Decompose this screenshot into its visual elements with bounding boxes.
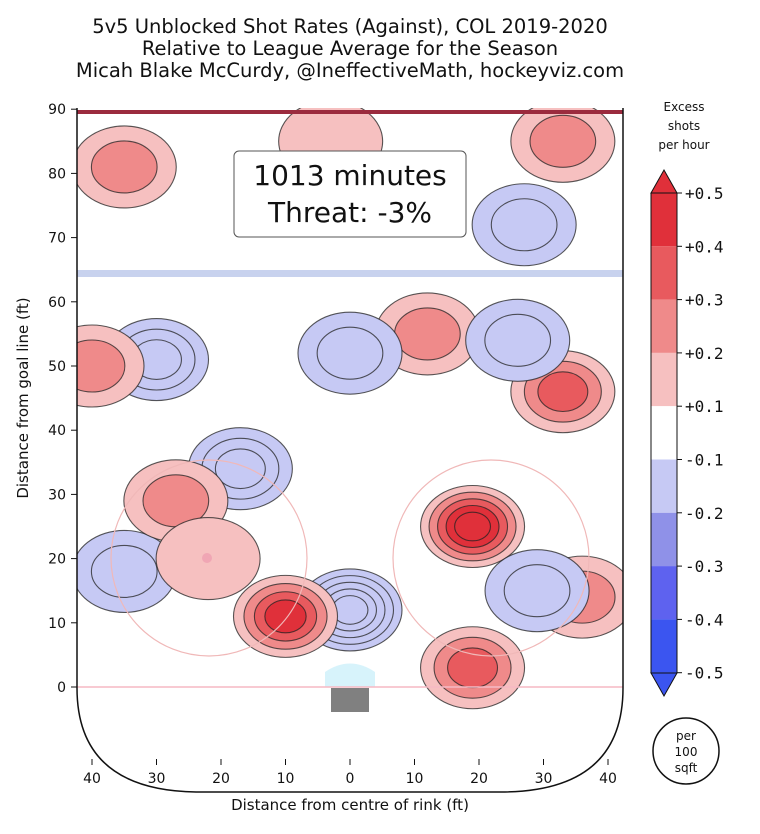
hotspot-positive-12 [510, 108, 616, 183]
x-tick-label: 40 [83, 771, 101, 787]
colorbar-tick-label: +0.2 [685, 344, 724, 363]
colorbar-band [651, 352, 677, 407]
faceoff-dot-left [202, 553, 212, 563]
colorbar-title-line-2: shots [668, 119, 700, 133]
hotspot-negative-17 [484, 549, 590, 633]
y-tick-label: 80 [48, 166, 66, 182]
x-tick-label: 20 [470, 771, 488, 787]
contour-level [537, 371, 589, 413]
hotspot-negative-6 [77, 529, 177, 613]
colorbar-tick-label: +0.1 [685, 397, 724, 416]
unit-badge [652, 717, 720, 785]
heatmap-layer [77, 108, 623, 712]
x-tick-label: 0 [346, 771, 355, 787]
blue-line [77, 270, 623, 277]
contour-level [90, 544, 158, 598]
contour-level [77, 339, 126, 393]
colorbar-tick-label: +0.3 [685, 291, 724, 310]
x-tick-label: 20 [212, 771, 230, 787]
threat-label: Threat: -3% [267, 196, 432, 229]
contour-level [214, 448, 266, 490]
chart-title-block: 5v5 Unblocked Shot Rates (Against), COL … [0, 16, 700, 82]
contour-level [394, 307, 461, 361]
centre-red-line [77, 110, 623, 114]
x-axis-label: Distance from centre of rink (ft) [231, 796, 469, 814]
colorbar-title-line-1: Excess [664, 100, 705, 114]
hotspot-positive-15 [77, 324, 145, 408]
contour-level [316, 326, 384, 380]
contour-level [484, 313, 552, 367]
y-tick-label: 30 [48, 487, 66, 503]
colorbar-tick-label: +0.4 [685, 237, 724, 256]
colorbar-tick-label: -0.5 [685, 664, 724, 683]
contour-level [264, 599, 307, 634]
colorbar-band [651, 406, 677, 460]
faceoff-circle-right [392, 459, 590, 657]
contour-level [503, 564, 571, 618]
unit-badge-line-1: per [676, 729, 696, 743]
contour-level [529, 114, 597, 168]
rink-boards [76, 108, 624, 793]
colorbar-title-line-3: per hour [658, 138, 709, 152]
y-tick-label: 40 [48, 423, 66, 439]
colorbar-tick-label: +0.5 [685, 184, 724, 203]
hotspot-positive-2 [232, 574, 339, 658]
contour-level [454, 511, 492, 542]
hotspot-negative-14 [297, 311, 403, 395]
colorbar-band [651, 459, 677, 513]
contour-level [90, 140, 158, 194]
hotspot-positive-0 [419, 484, 526, 569]
chart-credit: Micah Blake McCurdy, @IneffectiveMath, h… [75, 59, 625, 82]
y-tick-label: 20 [48, 552, 66, 568]
faceoff-circle-left [110, 459, 308, 657]
y-tick-label: 90 [48, 102, 66, 118]
y-tick-label: 0 [57, 680, 66, 696]
colorbar: +0.5 +0.4 +0.3 +0.2 +0.1 -0.1 -0.2 -0.3 -0.4 -0.5 [650, 168, 724, 698]
unit-badge-line-3: sqft [675, 761, 698, 775]
y-tick-label: 10 [48, 616, 66, 632]
hotspot-negative-13 [465, 298, 571, 382]
colorbar-band [651, 299, 677, 353]
colorbar-band [651, 566, 677, 620]
y-tick-label: 50 [48, 359, 66, 375]
colorbar-band [651, 193, 677, 247]
y-tick-label: 60 [48, 295, 66, 311]
x-tick-label: 10 [277, 771, 295, 787]
x-tick-label: 10 [406, 771, 424, 787]
colorbar-tick-label: -0.1 [685, 451, 724, 470]
colorbar-band [651, 246, 677, 300]
hotspot-positive-11 [77, 125, 177, 209]
colorbar-band [651, 619, 677, 673]
y-axis: 0 10 20 30 40 50 60 70 80 90 [48, 102, 77, 696]
goal-net [331, 688, 369, 712]
colorbar-tick-label: -0.3 [685, 557, 724, 576]
colorbar-tick-label: -0.4 [685, 610, 724, 629]
contour-level [490, 198, 558, 252]
unit-badge-line-2: 100 [675, 745, 698, 759]
chart-title: 5v5 Unblocked Shot Rates (Against), COL … [92, 15, 608, 38]
colorbar-extend-top [650, 168, 678, 194]
hotspot-negative-9 [471, 183, 577, 267]
y-axis-label: Distance from goal line (ft) [14, 297, 32, 498]
minutes-label: 1013 minutes [253, 159, 447, 192]
colorbar-band [651, 512, 677, 567]
x-tick-label: 40 [599, 771, 617, 787]
colorbar-frame [650, 192, 678, 674]
hotspot-positive-3 [419, 626, 526, 710]
x-tick-label: 30 [148, 771, 166, 787]
x-axis: 40 30 20 10 0 10 20 30 40 [83, 759, 617, 787]
threat-annotation-box [233, 150, 467, 238]
colorbar-extend-bottom [650, 672, 678, 698]
x-tick-label: 30 [535, 771, 553, 787]
y-tick-label: 70 [48, 231, 66, 247]
goal-crease [325, 663, 375, 687]
chart-subtitle: Relative to League Average for the Seaso… [141, 37, 559, 60]
colorbar-tick-label: -0.2 [685, 504, 724, 523]
